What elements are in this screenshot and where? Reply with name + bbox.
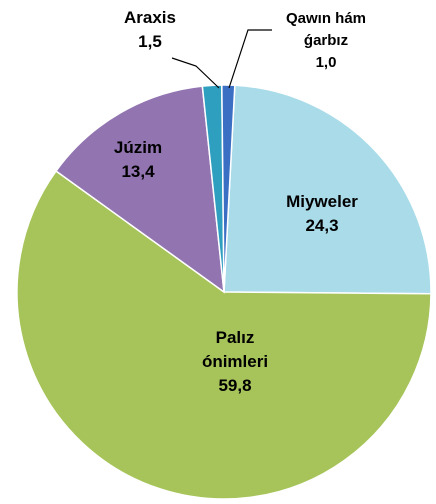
pie-slice — [221, 84, 236, 293]
value-label: 1,0 — [315, 54, 337, 71]
category-label: Qawın hám ǵarbız — [285, 10, 367, 49]
value-label: 59,8 — [218, 376, 252, 395]
category-label: Palız ónimleri — [201, 328, 269, 371]
slice-label: Araxis 1,5 — [100, 6, 200, 54]
slice-label: Palız ónimleri 59,8 — [190, 326, 280, 398]
pie-slice — [54, 85, 225, 294]
category-label: Araxis — [124, 8, 176, 27]
slice-label: Qawın hám ǵarbız 1,0 — [276, 8, 376, 74]
slice-label: Júzim 13,4 — [63, 136, 213, 184]
leader-line — [171, 57, 220, 89]
value-label: 1,5 — [138, 32, 162, 51]
category-label: Júzim — [113, 138, 163, 157]
value-label: 13,4 — [121, 162, 155, 181]
value-label: 24,3 — [305, 216, 339, 235]
category-label: Miyweler — [286, 192, 358, 211]
slice-label: Miyweler 24,3 — [247, 190, 397, 238]
pie-slice — [16, 169, 432, 500]
pie-slice — [223, 84, 432, 295]
leader-line — [228, 29, 272, 89]
